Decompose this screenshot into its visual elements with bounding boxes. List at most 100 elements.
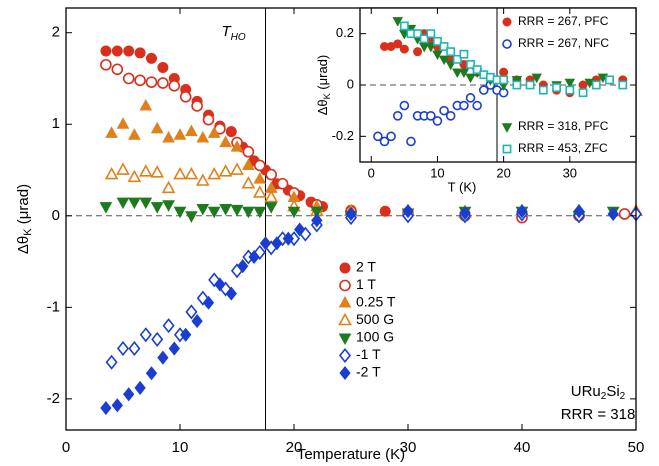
marker (157, 62, 169, 74)
marker (578, 80, 588, 90)
marker (399, 100, 410, 111)
x-tick-label: 20 (496, 165, 510, 180)
marker (552, 83, 561, 92)
marker (138, 164, 153, 177)
marker (339, 262, 351, 274)
marker (478, 85, 489, 95)
marker (123, 387, 135, 402)
marker (157, 77, 169, 89)
marker (111, 63, 124, 76)
marker (207, 166, 222, 180)
marker (339, 279, 351, 292)
marker (145, 366, 158, 381)
marker (219, 135, 232, 148)
marker (392, 111, 403, 121)
marker (185, 211, 198, 223)
legend-label: 100 G (356, 329, 394, 345)
marker (195, 173, 210, 186)
marker (180, 327, 192, 342)
marker (310, 206, 324, 219)
text-part: 2 (601, 391, 607, 402)
marker (179, 90, 192, 103)
marker (264, 202, 278, 214)
marker (202, 113, 215, 126)
y-tick-label: 2 (52, 24, 60, 41)
marker (432, 116, 443, 126)
text-part: 2 (620, 391, 626, 402)
x-axis-label: Temperature (K) (297, 446, 405, 463)
x-tick-label: 10 (430, 165, 444, 180)
marker (150, 202, 164, 214)
marker (386, 131, 396, 142)
marker (516, 204, 528, 219)
x-tick-label: 0 (368, 165, 375, 180)
marker (219, 203, 232, 216)
marker (338, 333, 352, 346)
marker (406, 136, 416, 147)
marker (111, 398, 123, 413)
marker (116, 197, 130, 210)
marker (123, 45, 135, 57)
marker (100, 400, 112, 416)
marker (162, 200, 175, 212)
marker (127, 169, 142, 183)
marker (168, 80, 181, 92)
marker (173, 166, 187, 180)
legend-label: -1 T (356, 346, 381, 362)
marker (271, 236, 283, 251)
sample-label: RRR = 318 (561, 406, 636, 423)
y-axis-label: ΔθK (μrad) (15, 184, 34, 254)
marker (134, 47, 146, 59)
marker (111, 45, 123, 57)
marker (402, 204, 414, 219)
marker (191, 314, 203, 329)
marker (146, 52, 157, 64)
x-tick-label: 40 (514, 439, 531, 456)
marker (168, 341, 180, 356)
marker (105, 126, 118, 138)
marker (116, 117, 130, 129)
marker (413, 47, 423, 57)
marker (241, 176, 256, 189)
marker (419, 34, 429, 44)
marker (605, 75, 614, 85)
marker (393, 39, 403, 49)
marker (116, 162, 130, 175)
y-tick-label: -1 (47, 298, 60, 315)
marker (433, 36, 442, 46)
marker (218, 164, 233, 177)
marker (379, 205, 391, 217)
text-part: Δθ (15, 236, 32, 254)
marker (584, 78, 595, 89)
marker (230, 204, 244, 217)
x-tick-label: 30 (563, 165, 577, 180)
marker (116, 340, 130, 357)
marker (512, 80, 522, 90)
marker (445, 111, 456, 121)
marker (259, 236, 272, 251)
y-tick-label: -0.2 (332, 128, 354, 143)
marker (439, 42, 449, 51)
marker (311, 213, 323, 228)
legend-label: RRR = 267, PFC (518, 14, 609, 28)
x-tick-label: 20 (286, 439, 303, 456)
marker (399, 29, 410, 40)
marker (150, 165, 165, 178)
marker (418, 42, 430, 53)
marker (128, 340, 141, 357)
marker (264, 189, 279, 203)
marker (161, 180, 176, 194)
marker (185, 304, 198, 320)
marker (618, 208, 631, 220)
marker (501, 123, 513, 133)
marker (465, 93, 476, 103)
marker (458, 68, 470, 79)
x-tick-label: 50 (628, 439, 645, 456)
legend-label: -2 T (356, 364, 381, 380)
marker (202, 295, 215, 310)
marker (248, 249, 260, 265)
marker (104, 166, 119, 180)
marker (122, 72, 135, 85)
marker (173, 206, 187, 219)
